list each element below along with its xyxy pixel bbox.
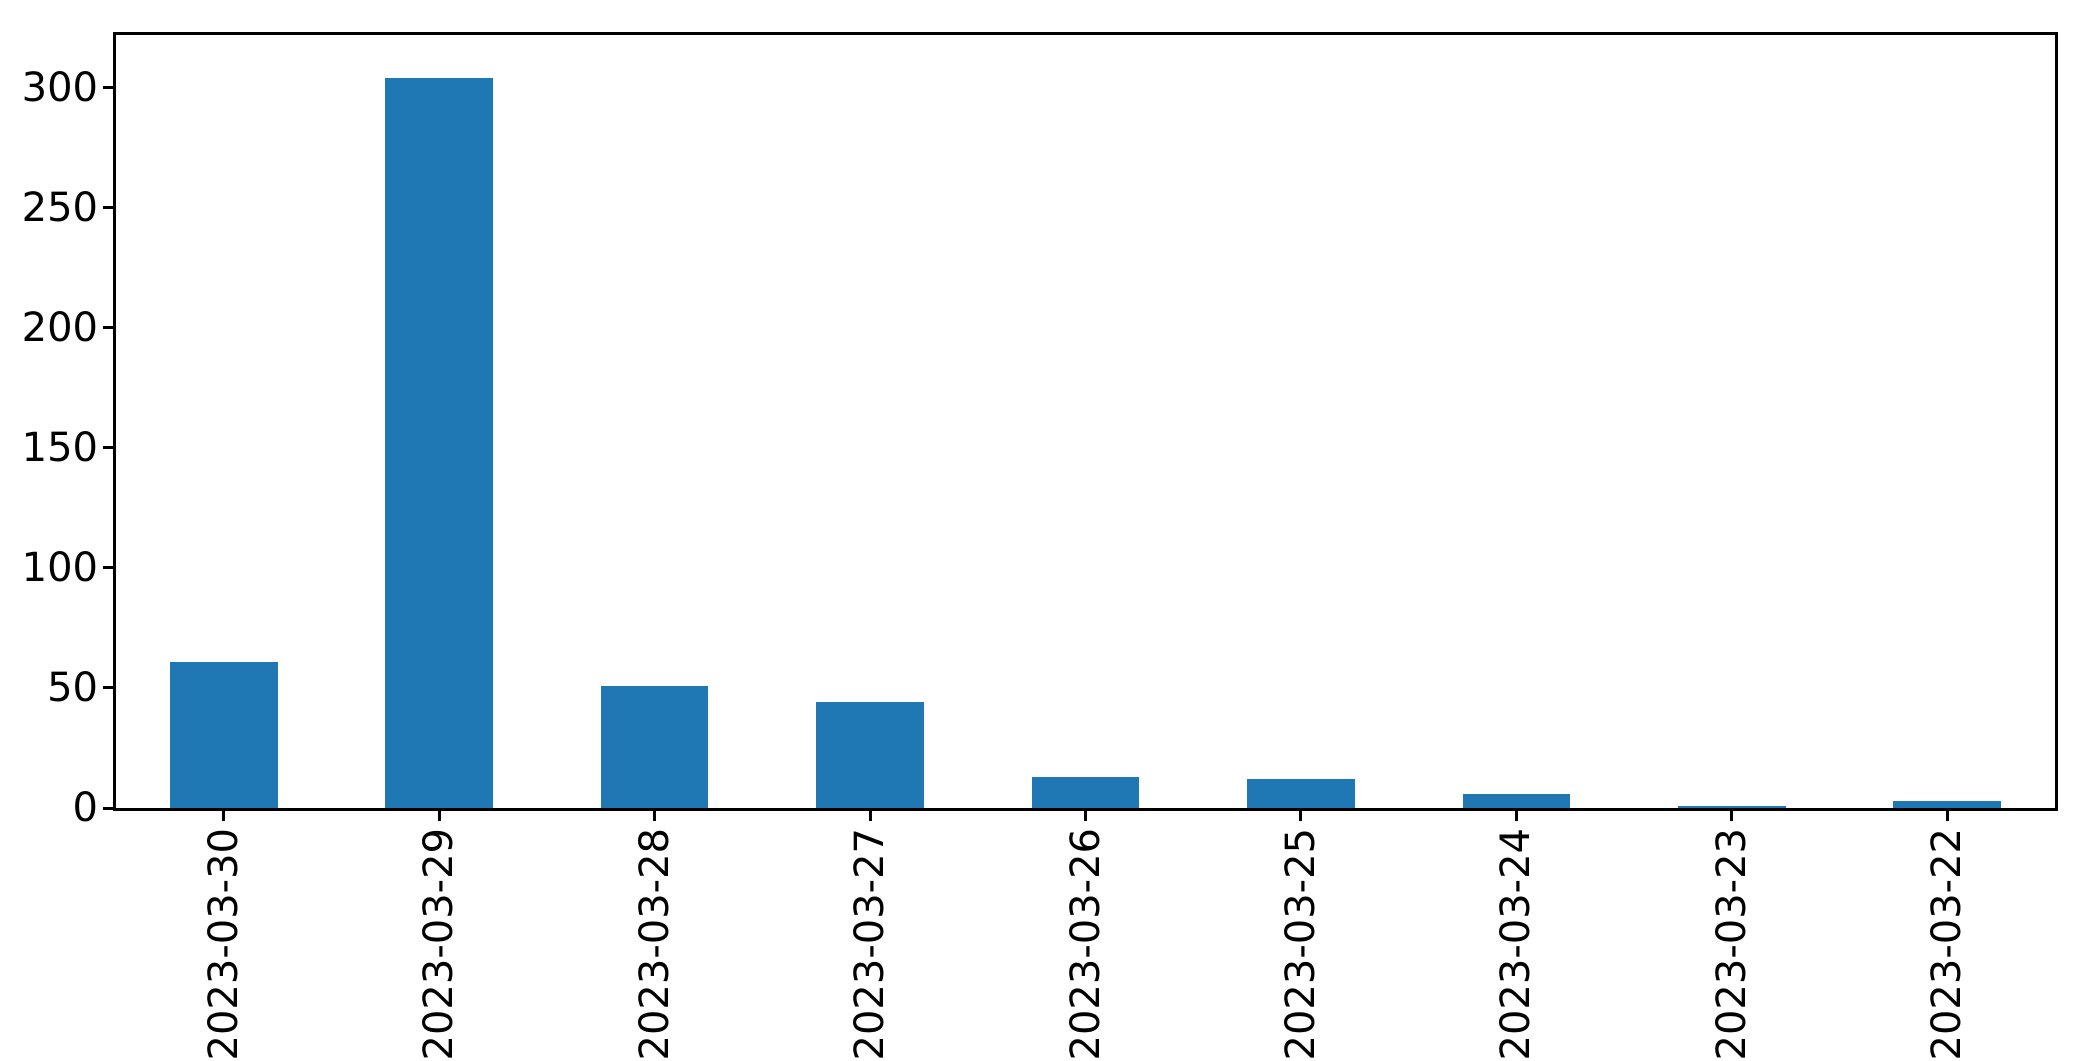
x-axis-tick [1299,811,1303,821]
bar [816,702,924,808]
x-axis-tick-label: 2023-03-26 [1062,828,1109,1061]
x-axis-tick [437,811,441,821]
x-axis-tick [222,811,226,821]
bar [1247,779,1355,808]
y-axis-tick [103,206,113,210]
y-axis-tick-label: 250 [21,184,98,231]
y-axis-tick [103,326,113,330]
y-axis-tick [103,566,113,570]
plot-area [113,32,2058,811]
x-axis-tick [868,811,872,821]
x-axis-tick-label: 2023-03-23 [1708,828,1755,1061]
y-axis-tick-label: 150 [21,424,98,471]
y-axis-tick-label: 200 [21,304,98,351]
x-axis-tick-label: 2023-03-24 [1493,828,1540,1061]
y-axis-tick [103,686,113,690]
x-axis-tick [653,811,657,821]
y-axis-tick [103,806,113,810]
y-axis-tick [103,446,113,450]
x-axis-tick [1514,811,1518,821]
x-axis-tick-label: 2023-03-25 [1277,828,1324,1061]
bar [600,685,709,808]
bar [1462,793,1571,808]
x-axis-tick-label: 2023-03-22 [1924,828,1971,1061]
bar [1031,776,1140,808]
y-axis-tick-label: 100 [21,544,98,591]
y-axis-tick-label: 300 [21,64,98,111]
x-axis-tick [1945,811,1949,821]
y-axis-tick-label: 0 [72,785,98,831]
bar [1893,800,2002,808]
bar [169,661,278,808]
x-axis-tick [1084,811,1087,821]
x-axis-tick-label: 2023-03-29 [416,828,463,1061]
x-axis-tick-label: 2023-03-27 [847,828,894,1061]
x-axis-tick-label: 2023-03-30 [200,828,247,1061]
y-axis-tick-label: 50 [47,664,98,711]
x-axis-tick-label: 2023-03-28 [631,828,678,1061]
y-axis-tick [103,86,113,90]
bar [385,78,494,808]
bar [1677,805,1786,808]
x-axis-tick [1730,811,1734,821]
